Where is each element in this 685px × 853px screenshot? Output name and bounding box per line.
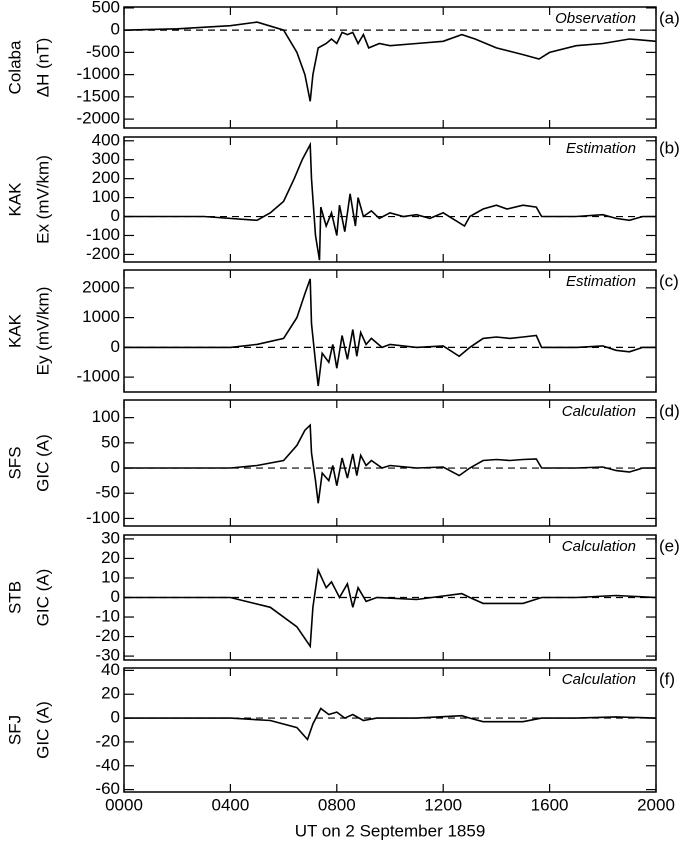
y-tick-label: 20 bbox=[101, 684, 120, 703]
y-axis-label: Ex (mV/km) bbox=[33, 155, 52, 244]
y-tick-label: 30 bbox=[101, 528, 120, 547]
y-axis-label: GIC (A) bbox=[33, 434, 52, 492]
y-axis-label: ΔH (nT) bbox=[33, 38, 52, 98]
data-line bbox=[124, 278, 656, 387]
x-tick-label: 0400 bbox=[211, 795, 249, 814]
y-tick-label: 20 bbox=[101, 548, 120, 567]
y-tick-label: 1000 bbox=[82, 307, 120, 326]
y-tick-label: 10 bbox=[101, 567, 120, 586]
y-tick-label: 300 bbox=[92, 149, 120, 168]
data-line bbox=[123, 21, 657, 102]
annotation: Observation bbox=[555, 10, 636, 27]
x-axis-label: UT on 2 September 1859 bbox=[295, 821, 486, 840]
y-tick-label: 0 bbox=[111, 587, 120, 606]
y-tick-label: 400 bbox=[92, 130, 120, 149]
panel-label: (e) bbox=[659, 536, 680, 555]
data-line bbox=[124, 423, 656, 504]
y-tick-label: -20 bbox=[95, 626, 120, 645]
x-tick-label: 1200 bbox=[424, 795, 462, 814]
y-tick-label: -1000 bbox=[77, 64, 120, 83]
y-tick-label: -1500 bbox=[77, 86, 120, 105]
y-tick-label: 0 bbox=[111, 206, 120, 225]
y-axis-label: KAK bbox=[5, 182, 24, 217]
y-axis-label: SFJ bbox=[5, 715, 24, 745]
y-tick-label: -20 bbox=[95, 731, 120, 750]
y-tick-label: -40 bbox=[95, 755, 120, 774]
y-tick-label: 50 bbox=[101, 432, 120, 451]
panel-label: (d) bbox=[659, 401, 680, 420]
y-tick-label: 0 bbox=[111, 708, 120, 727]
y-tick-label: -10 bbox=[95, 607, 120, 626]
x-tick-label: 1600 bbox=[531, 795, 569, 814]
annotation: Estimation bbox=[566, 273, 636, 290]
x-tick-label: 0000 bbox=[105, 795, 143, 814]
y-tick-label: 2000 bbox=[82, 277, 120, 296]
y-tick-label: 100 bbox=[92, 187, 120, 206]
x-tick-label: 0800 bbox=[318, 795, 356, 814]
y-tick-label: -200 bbox=[86, 244, 120, 263]
data-line bbox=[124, 567, 657, 649]
plot-frame bbox=[123, 667, 657, 793]
y-tick-label: -500 bbox=[86, 42, 120, 61]
y-axis-label: Ey (mV/km) bbox=[33, 287, 52, 376]
y-tick-label: 200 bbox=[92, 168, 120, 187]
y-axis-label: SFS bbox=[5, 446, 24, 479]
annotation: Calculation bbox=[562, 403, 636, 420]
y-tick-label: -100 bbox=[86, 225, 120, 244]
plot-frame bbox=[123, 6, 657, 129]
panel-label: (a) bbox=[659, 8, 680, 27]
y-tick-label: -2000 bbox=[77, 109, 120, 128]
panel-label: (b) bbox=[659, 138, 680, 157]
plot-frame bbox=[123, 269, 657, 393]
plot-frame bbox=[123, 399, 657, 527]
y-tick-label: -50 bbox=[95, 483, 120, 502]
y-tick-label: -30 bbox=[95, 646, 120, 665]
y-tick-label: 100 bbox=[92, 407, 120, 426]
y-tick-label: 0 bbox=[111, 458, 120, 477]
y-axis-label: GIC (A) bbox=[33, 569, 52, 627]
y-axis-label: KAK bbox=[5, 313, 24, 348]
y-tick-label: 40 bbox=[101, 660, 120, 679]
annotation: Estimation bbox=[566, 140, 636, 157]
y-axis-label: Colaba bbox=[5, 40, 24, 94]
y-tick-label: -100 bbox=[86, 508, 120, 527]
plot-frame bbox=[123, 136, 657, 263]
panel-label: (c) bbox=[659, 271, 679, 290]
y-axis-label: STB bbox=[5, 581, 24, 614]
y-axis-label: GIC (A) bbox=[33, 701, 52, 759]
y-tick-label: 500 bbox=[92, 0, 120, 16]
annotation: Calculation bbox=[562, 671, 636, 688]
y-tick-label: 0 bbox=[111, 20, 120, 39]
y-tick-label: 0 bbox=[111, 337, 120, 356]
data-line bbox=[124, 141, 656, 261]
x-tick-label: 2000 bbox=[637, 795, 675, 814]
data-line bbox=[124, 707, 657, 742]
y-tick-label: -1000 bbox=[77, 367, 120, 386]
panel-label: (f) bbox=[659, 669, 675, 688]
y-tick-label: -60 bbox=[95, 779, 120, 798]
annotation: Calculation bbox=[562, 538, 636, 555]
